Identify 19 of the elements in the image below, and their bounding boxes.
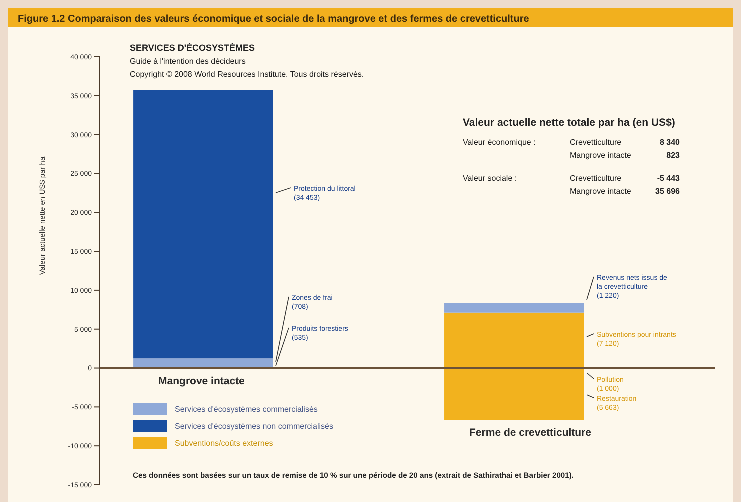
annotation: 35 696 [656, 187, 681, 196]
legend-label: Services d'écosystèmes commercialisés [175, 405, 318, 414]
chart-title: Figure 1.2 Comparaison des valeurs économique et sociale de la mangrove et des fermes de crevetticulture [18, 14, 530, 25]
legend-label: Subventions/coûts externes [175, 439, 274, 448]
annotation: Mangrove intacte [570, 187, 632, 196]
annotation: -5 443 [657, 174, 681, 183]
annotation: Crevetticulture [570, 174, 622, 183]
annotation: Valeur économique : [463, 138, 536, 147]
annotation: 823 [666, 151, 681, 160]
text: SERVICES D'ÉCOSYSTÈMES [130, 43, 256, 53]
annotation: Mangrove intacte [570, 151, 632, 160]
annotation: Valeur actuelle nette totale par ha (en US$) [463, 117, 676, 129]
annotation: Guide à l'intention des décideurs [130, 57, 246, 66]
annotation: Crevetticulture [570, 138, 622, 147]
x-tick-label: Ferme de crevetticulture [470, 427, 592, 440]
annotation: 8 340 [660, 138, 681, 147]
annotation: Valeur sociale : [463, 174, 518, 183]
legend-label: Services d'écosystèmes non commercialisés [175, 422, 334, 431]
annotation: Copyright © 2008 World Resources Institute. Tous droits réservés. [130, 70, 364, 79]
